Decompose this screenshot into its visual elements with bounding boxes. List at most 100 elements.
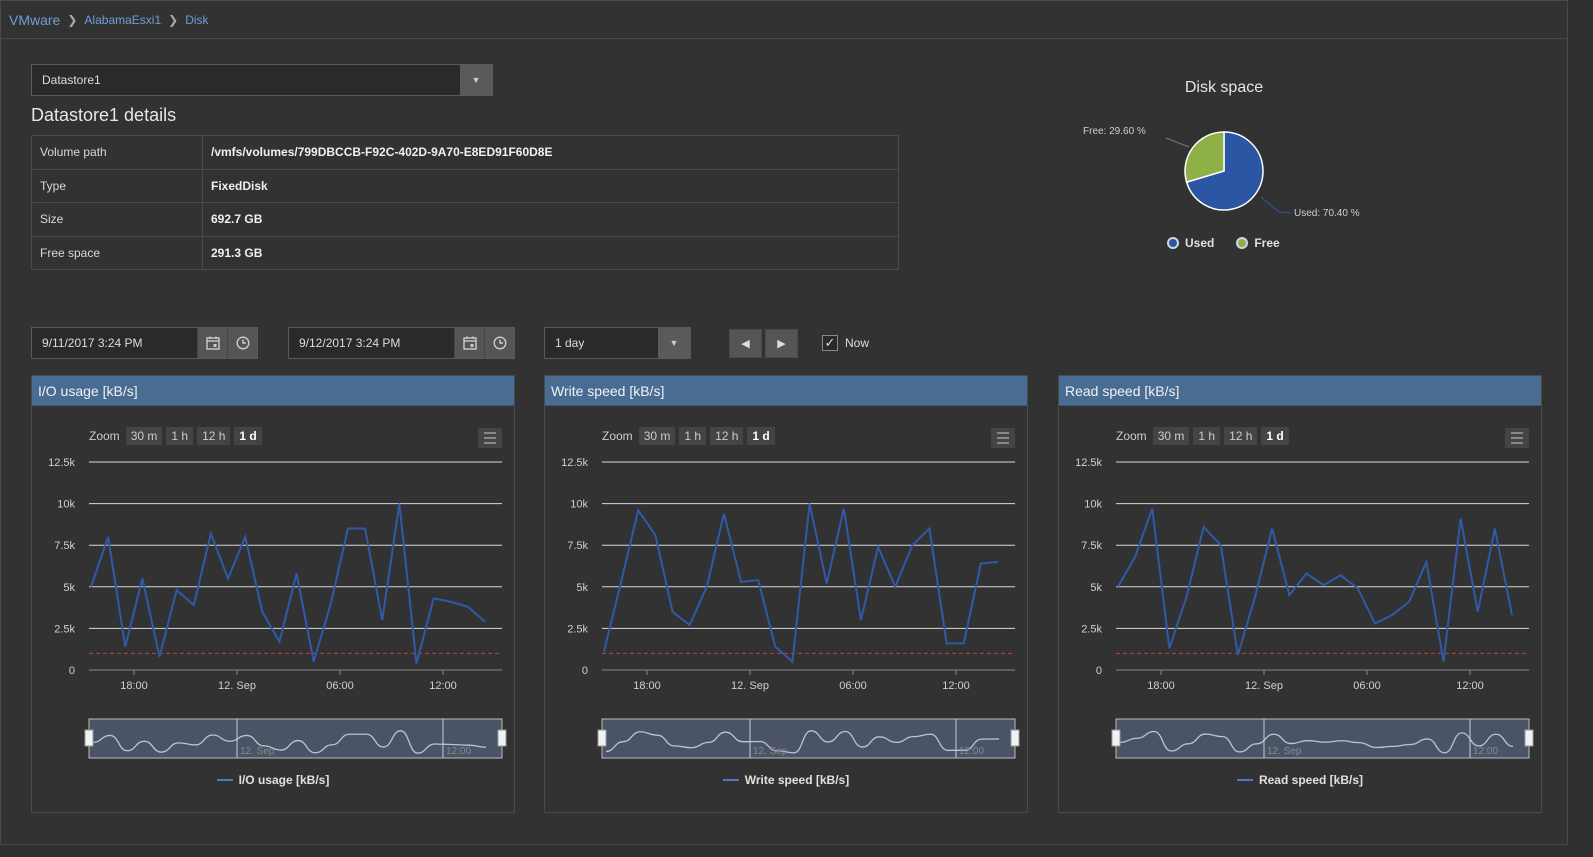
data-point[interactable]: [188, 599, 200, 611]
data-point[interactable]: [479, 616, 491, 628]
data-point[interactable]: [872, 541, 884, 553]
data-point[interactable]: [804, 498, 816, 510]
zoom-button[interactable]: 1 d: [234, 427, 262, 445]
data-point[interactable]: [136, 572, 148, 584]
data-point[interactable]: [256, 606, 268, 618]
data-point[interactable]: [393, 498, 405, 510]
data-point[interactable]: [941, 637, 953, 649]
now-toggle[interactable]: ✓ Now: [822, 335, 869, 351]
datastore-select[interactable]: Datastore1 ▼: [31, 64, 493, 96]
zoom-button[interactable]: 1 h: [679, 427, 707, 445]
navigator-handle[interactable]: [1524, 729, 1534, 747]
data-point[interactable]: [1198, 521, 1210, 533]
breadcrumb-disk[interactable]: Disk: [185, 12, 209, 27]
pie-slice-used[interactable]: [1185, 131, 1264, 211]
data-point[interactable]: [342, 523, 354, 535]
data-point[interactable]: [1506, 609, 1518, 621]
data-point[interactable]: [1403, 596, 1415, 608]
data-point[interactable]: [615, 576, 627, 588]
data-point[interactable]: [906, 539, 918, 551]
zoom-button[interactable]: 12 h: [710, 427, 744, 445]
data-point[interactable]: [308, 656, 320, 668]
chart-menu-button[interactable]: [1505, 428, 1529, 448]
data-point[interactable]: [838, 503, 850, 515]
data-point[interactable]: [718, 508, 730, 520]
data-point[interactable]: [85, 581, 97, 593]
chevron-down-icon[interactable]: ▼: [658, 328, 690, 358]
data-point[interactable]: [273, 636, 285, 648]
data-point[interactable]: [1266, 523, 1278, 535]
series-line[interactable]: [90, 503, 486, 664]
zoom-button[interactable]: 1 d: [1261, 427, 1289, 445]
data-point[interactable]: [752, 574, 764, 586]
pie-slice-free[interactable]: [1184, 131, 1225, 184]
data-point[interactable]: [1283, 589, 1295, 601]
data-point[interactable]: [701, 581, 713, 593]
data-point[interactable]: [222, 572, 234, 584]
data-point[interactable]: [684, 619, 696, 631]
data-point[interactable]: [1455, 513, 1467, 525]
breadcrumb-vmware[interactable]: VMware: [9, 11, 61, 28]
data-point[interactable]: [1112, 581, 1124, 593]
data-point[interactable]: [102, 531, 114, 543]
clock-icon[interactable]: [227, 328, 257, 358]
legend-item-used[interactable]: Used: [1167, 236, 1214, 250]
chart-menu-button[interactable]: [478, 428, 502, 448]
data-point[interactable]: [1232, 649, 1244, 661]
data-point[interactable]: [291, 567, 303, 579]
zoom-button[interactable]: 1 d: [747, 427, 775, 445]
breadcrumb-host[interactable]: AlabamaEsxi1: [84, 12, 162, 27]
data-point[interactable]: [462, 601, 474, 613]
data-point[interactable]: [1181, 591, 1193, 603]
data-point[interactable]: [1129, 551, 1141, 563]
data-point[interactable]: [1249, 591, 1261, 603]
data-point[interactable]: [325, 597, 337, 609]
navigator-handle[interactable]: [1010, 729, 1020, 747]
navigator[interactable]: [1115, 718, 1530, 759]
from-date-input[interactable]: 9/11/2017 3:24 PM: [42, 336, 143, 350]
calendar-icon[interactable]: [454, 328, 484, 358]
previous-period-button[interactable]: ◀: [729, 329, 762, 358]
data-point[interactable]: [923, 523, 935, 535]
data-point[interactable]: [821, 577, 833, 589]
zoom-button[interactable]: 1 h: [166, 427, 194, 445]
data-point[interactable]: [1472, 606, 1484, 618]
now-checkbox[interactable]: ✓: [822, 335, 838, 351]
zoom-button[interactable]: 12 h: [1224, 427, 1258, 445]
chart-legend[interactable]: I/O usage [kB/s]: [32, 773, 514, 787]
data-point[interactable]: [205, 528, 217, 540]
data-point[interactable]: [1352, 582, 1364, 594]
data-point[interactable]: [1146, 503, 1158, 515]
data-point[interactable]: [632, 504, 644, 516]
data-point[interactable]: [239, 531, 251, 543]
range-select[interactable]: 1 day ▼: [544, 327, 691, 359]
data-point[interactable]: [171, 584, 183, 596]
zoom-button[interactable]: 30 m: [125, 427, 163, 445]
navigator-handle[interactable]: [84, 729, 94, 747]
data-point[interactable]: [1420, 556, 1432, 568]
data-point[interactable]: [119, 641, 131, 653]
data-point[interactable]: [1300, 567, 1312, 579]
chevron-down-icon[interactable]: ▼: [460, 65, 492, 95]
data-point[interactable]: [1369, 617, 1381, 629]
data-point[interactable]: [1318, 579, 1330, 591]
data-point[interactable]: [1215, 539, 1227, 551]
data-point[interactable]: [889, 581, 901, 593]
series-line[interactable]: [603, 503, 999, 664]
data-point[interactable]: [1437, 656, 1449, 668]
data-point[interactable]: [1386, 609, 1398, 621]
data-point[interactable]: [1163, 642, 1175, 654]
zoom-button[interactable]: 30 m: [1152, 427, 1190, 445]
navigator-handle[interactable]: [1111, 729, 1121, 747]
data-point[interactable]: [376, 614, 388, 626]
to-date-input[interactable]: 9/12/2017 3:24 PM: [299, 336, 401, 350]
clock-icon[interactable]: [484, 328, 514, 358]
data-point[interactable]: [769, 641, 781, 653]
data-point[interactable]: [975, 558, 987, 570]
series-line[interactable]: [1117, 508, 1513, 662]
data-point[interactable]: [1335, 569, 1347, 581]
chart-legend[interactable]: Read speed [kB/s]: [1059, 773, 1541, 787]
data-point[interactable]: [735, 576, 747, 588]
zoom-button[interactable]: 12 h: [197, 427, 231, 445]
navigator-handle[interactable]: [597, 729, 607, 747]
